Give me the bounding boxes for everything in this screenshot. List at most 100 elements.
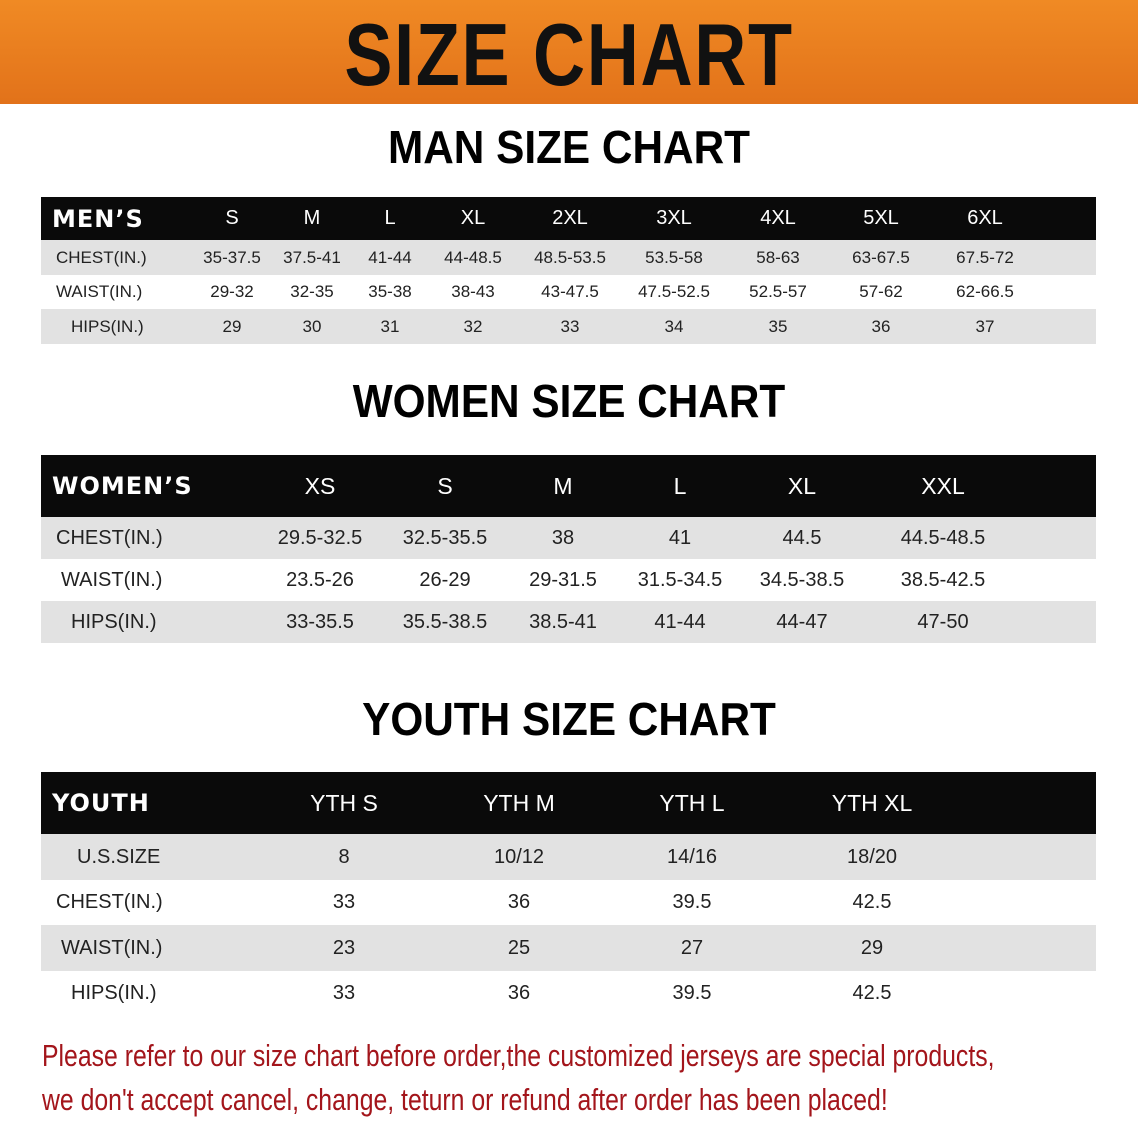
table-cell: 10/12 — [493, 845, 545, 868]
table-cell: 52.5-57 — [749, 282, 807, 301]
table-cell: 41-44 — [654, 610, 706, 633]
table-cell: 53.5-58 — [645, 247, 703, 267]
table-row: WAIST(IN.) 23 25 27 29 — [41, 925, 1096, 971]
size-header-cell: M — [553, 472, 573, 499]
table-cell: 33-35.5 — [286, 610, 354, 633]
banner-title: SIZE CHART — [344, 5, 794, 104]
table-cell: 23.5-26 — [286, 568, 354, 591]
men-size-table: MEN’S S M L XL 2XL 3XL 4XL 5XL 6XL CHEST(IN.) 35-37… — [41, 197, 1096, 344]
size-header-cell: S — [437, 472, 453, 499]
size-header-cell: YTH L — [659, 789, 725, 816]
size-header-cell: 3XL — [656, 207, 692, 229]
table-cell: 35 — [768, 316, 788, 336]
table-cell: 35.5-38.5 — [402, 610, 488, 633]
youth-section-title: YOUTH SIZE CHART — [362, 693, 776, 745]
table-cell: 42.5 — [852, 891, 892, 913]
table-cell: 47.5-52.5 — [638, 282, 710, 301]
size-header-cell: L — [384, 207, 396, 229]
table-cell: 44.5-48.5 — [900, 526, 986, 549]
size-header-cell: 4XL — [760, 207, 796, 229]
table-cell: 38 — [551, 526, 575, 549]
size-header-cell: M — [303, 207, 321, 229]
table-cell: 31 — [380, 316, 400, 336]
table-cell: 38.5-42.5 — [900, 568, 986, 591]
row-label: HIPS(IN.) — [71, 982, 157, 1004]
table-cell: 37.5-41 — [283, 247, 341, 267]
youth-size-table: YOUTH YTH S YTH M YTH L YTH XL U.S.SIZE 8 10/12… — [41, 772, 1096, 1016]
notice-line-1: Please refer to our size chart before or… — [42, 1038, 995, 1073]
title-banner: SIZE CHART — [0, 0, 1138, 104]
table-header-row: WOMEN’S XS S M L XL XXL — [41, 455, 1096, 517]
table-cell: 29.5-32.5 — [277, 526, 363, 549]
row-label: CHEST(IN.) — [56, 247, 147, 267]
table-cell: 33 — [332, 982, 356, 1004]
men-section-title: MAN SIZE CHART — [387, 121, 751, 173]
table-cell: 29 — [222, 316, 242, 336]
table-cell: 23 — [332, 936, 356, 959]
table-cell: 8 — [338, 845, 350, 868]
table-row: CHEST(IN.) 35-37.5 37.5-41 41-44 44-48.5 48.5… — [41, 240, 1096, 275]
table-cell: 37 — [975, 316, 995, 336]
size-header-cell: 6XL — [967, 207, 1003, 229]
table-row: WAIST(IN.) 29-32 32-35 35-38 38-43 43-47.5 47.… — [41, 275, 1096, 309]
table-cell: 38.5-41 — [529, 610, 597, 633]
row-label: WAIST(IN.) — [61, 936, 163, 959]
size-header-cell: YTH M — [483, 789, 555, 816]
table-row: CHEST(IN.) 29.5-32.5 32.5-35.5 38 41 44.5 44.5… — [41, 517, 1096, 559]
table-cell: 31.5-34.5 — [637, 568, 723, 591]
row-label: CHEST(IN.) — [56, 526, 163, 549]
table-cell: 41 — [668, 526, 692, 549]
table-cell: 30 — [302, 316, 322, 336]
table-cell: 34.5-38.5 — [759, 568, 845, 591]
table-row: HIPS(IN.) 33 36 39.5 42.5 — [41, 971, 1096, 1016]
notice-line-2: we don't accept cancel, change, teturn o… — [42, 1082, 888, 1117]
table-cell: 32 — [463, 316, 483, 336]
table-row: CHEST(IN.) 33 36 39.5 42.5 — [41, 880, 1096, 925]
table-cell: 38-43 — [451, 282, 495, 301]
table-title-cell: YOUTH — [52, 789, 150, 817]
row-label: U.S.SIZE — [77, 845, 161, 868]
table-cell: 32-35 — [290, 282, 334, 301]
table-cell: 27 — [680, 936, 704, 959]
table-cell: 33 — [560, 316, 580, 336]
table-cell: 36 — [507, 891, 531, 913]
size-header-cell: YTH S — [310, 789, 378, 816]
row-label: WAIST(IN.) — [56, 282, 143, 301]
table-cell: 36 — [507, 982, 531, 1004]
row-label: CHEST(IN.) — [56, 891, 163, 913]
table-title-cell: MEN’S — [52, 204, 144, 233]
size-header-cell: YTH XL — [831, 789, 913, 816]
table-cell: 32.5-35.5 — [402, 526, 488, 549]
size-header-cell: XL — [460, 207, 486, 229]
table-cell: 63-67.5 — [852, 247, 910, 267]
table-row: WAIST(IN.) 23.5-26 26-29 29-31.5 31.5-34.5 34… — [41, 559, 1096, 601]
table-cell: 67.5-72 — [956, 247, 1014, 267]
table-cell: 25 — [507, 936, 531, 959]
table-cell: 62-66.5 — [956, 282, 1014, 301]
table-cell: 18/20 — [846, 845, 898, 868]
table-cell: 47-50 — [917, 610, 969, 633]
table-row: HIPS(IN.) 33-35.5 35.5-38.5 38.5-41 41-44 44-… — [41, 601, 1096, 643]
row-label: WAIST(IN.) — [61, 568, 163, 591]
table-cell: 29-31.5 — [529, 568, 597, 591]
table-header-row: YOUTH YTH S YTH M YTH L YTH XL — [41, 772, 1096, 834]
size-header-cell: 5XL — [863, 207, 899, 229]
size-header-cell: XL — [787, 472, 817, 499]
table-cell: 33 — [332, 891, 356, 913]
table-cell: 39.5 — [672, 891, 712, 913]
table-cell: 14/16 — [666, 845, 718, 868]
size-header-cell: S — [225, 207, 239, 229]
table-title-cell: WOMEN’S — [52, 472, 193, 500]
table-cell: 44-48.5 — [444, 247, 502, 267]
table-cell: 43-47.5 — [541, 282, 599, 301]
table-cell: 48.5-53.5 — [534, 247, 606, 267]
table-cell: 41-44 — [368, 247, 412, 267]
table-cell: 34 — [664, 316, 684, 336]
row-label: HIPS(IN.) — [71, 610, 157, 633]
table-header-row: MEN’S S M L XL 2XL 3XL 4XL 5XL 6XL — [41, 197, 1096, 240]
table-cell: 29-32 — [210, 282, 254, 301]
table-row: U.S.SIZE 8 10/12 14/16 18/20 — [41, 834, 1096, 880]
table-cell: 35-38 — [368, 282, 412, 301]
table-cell: 44-47 — [776, 610, 828, 633]
